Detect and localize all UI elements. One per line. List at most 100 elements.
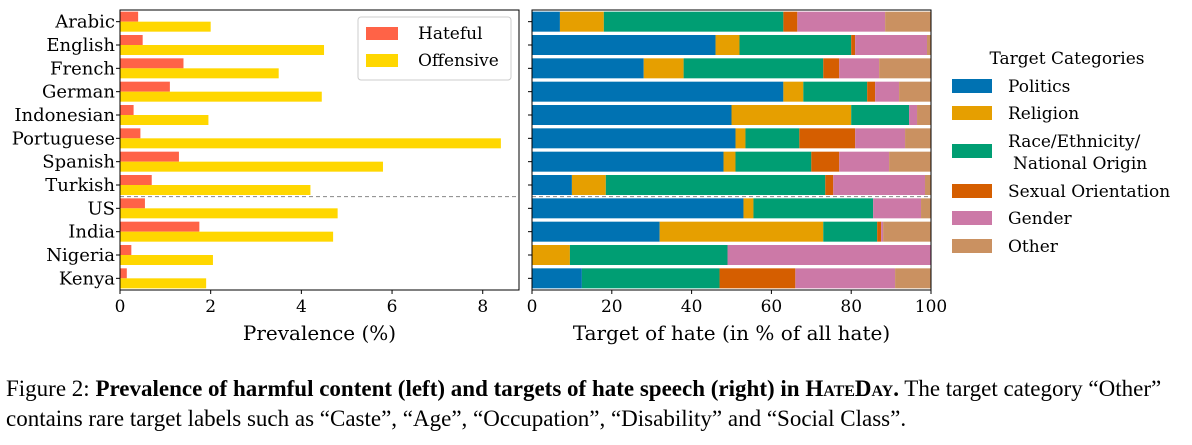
bar-offensive-indonesian	[120, 115, 209, 125]
bar-politics-portuguese	[532, 128, 736, 149]
bar-other-us	[921, 198, 931, 219]
y-tick-label-spanish: Spanish	[42, 152, 115, 173]
x-tick-label: 60	[761, 297, 783, 317]
bar-race-ethnicity-national-origin-spanish	[735, 151, 812, 172]
bar-religion-nigeria	[532, 245, 570, 265]
bar-other-indonesian	[917, 105, 931, 125]
legend-swatch-religion	[952, 106, 992, 120]
legend-label-religion: Religion	[1008, 104, 1079, 124]
bar-gender-portuguese	[855, 128, 906, 149]
bar-politics-german	[532, 81, 784, 102]
plot-frame	[119, 9, 520, 291]
bar-hateful-turkish	[120, 175, 152, 185]
bar-hateful-arabic	[120, 11, 139, 22]
legend-label-offensive: Offensive	[418, 51, 499, 71]
x-tick-label: 2	[205, 297, 216, 317]
bar-sexual-orientation-english	[851, 35, 856, 55]
bar-religion-india	[659, 221, 824, 242]
y-tick-label-french: French	[50, 58, 115, 79]
x-tick-label: 0	[527, 297, 538, 317]
bar-offensive-french	[120, 68, 279, 79]
bar-race-ethnicity-national-origin-turkish	[605, 175, 826, 195]
bar-other-spanish	[889, 151, 931, 172]
bar-offensive-english	[120, 45, 325, 55]
y-tick-label-portuguese: Portuguese	[12, 128, 115, 149]
legend-label-line: National Origin	[1013, 154, 1147, 174]
bar-race-ethnicity-national-origin-german	[803, 81, 868, 102]
bar-gender-spanish	[839, 151, 890, 172]
caption-bold: Prevalence of harmful content (left) and…	[95, 376, 806, 401]
x-tick-label: 4	[296, 297, 307, 317]
bar-offensive-turkish	[120, 185, 311, 195]
bar-sexual-orientation-german	[867, 81, 876, 102]
bar-religion-french	[643, 58, 684, 79]
bar-offensive-arabic	[120, 21, 211, 32]
legend-title: Target Categories	[990, 49, 1145, 69]
bar-gender-french	[839, 58, 880, 79]
bar-offensive-india	[120, 231, 334, 242]
bar-religion-spanish	[723, 151, 736, 172]
bar-sexual-orientation-arabic	[783, 11, 798, 32]
legend-label-other: Other	[1008, 237, 1059, 257]
bar-politics-english	[532, 35, 716, 55]
bar-race-ethnicity-national-origin-us	[753, 198, 874, 219]
bar-sexual-orientation-turkish	[825, 175, 834, 195]
bar-gender-german	[875, 81, 900, 102]
bar-race-ethnicity-national-origin-french	[683, 58, 824, 79]
caption-bold-end: .	[893, 376, 899, 401]
bar-politics-indonesian	[532, 105, 732, 125]
legend-label-sexual-orientation: Sexual Orientation	[1008, 182, 1170, 202]
x-tick-label: 8	[477, 297, 488, 317]
bar-offensive-kenya	[120, 278, 207, 289]
bar-gender-india	[881, 221, 884, 242]
bar-gender-english	[855, 35, 928, 55]
bar-religion-portuguese	[735, 128, 746, 149]
bar-other-german	[899, 81, 931, 102]
y-tick-label-india: India	[68, 222, 115, 243]
legend-label-hateful: Hateful	[418, 24, 483, 44]
bar-race-ethnicity-national-origin-arabic	[603, 11, 784, 32]
bar-sexual-orientation-french	[823, 58, 840, 79]
bar-gender-kenya	[795, 268, 896, 289]
bar-hateful-indonesian	[120, 105, 134, 115]
legend-label-line: Race/Ethnicity/	[1008, 132, 1141, 152]
bar-religion-arabic	[559, 11, 604, 32]
bar-hateful-german	[120, 81, 170, 92]
caption-smallcaps: HateDay	[805, 376, 894, 401]
caption-rest: The target category “Other” contains rar…	[6, 376, 1162, 431]
x-tick-label: 6	[387, 297, 398, 317]
bar-hateful-spanish	[120, 151, 179, 162]
bar-other-french	[879, 58, 931, 79]
y-tick-label-us: US	[87, 198, 115, 219]
bar-sexual-orientation-india	[877, 221, 882, 242]
bar-race-ethnicity-national-origin-nigeria	[569, 245, 728, 265]
target-categories-legend: Target Categories Politics Religion Race/Et…	[952, 49, 1170, 257]
bar-race-ethnicity-national-origin-english	[739, 35, 852, 55]
bar-politics-turkish	[532, 175, 572, 195]
legend-swatch-gender	[952, 211, 992, 225]
bar-hateful-nigeria	[120, 245, 132, 255]
bar-religion-german	[783, 81, 804, 102]
x-tick-label: 80	[840, 297, 862, 317]
bar-other-kenya	[895, 268, 931, 289]
plot-frame	[531, 9, 932, 291]
bar-gender-us	[873, 198, 922, 219]
bar-politics-arabic	[532, 11, 560, 32]
bar-sexual-orientation-portuguese	[799, 128, 856, 149]
bar-race-ethnicity-national-origin-kenya	[581, 268, 720, 289]
bar-other-india	[883, 221, 931, 242]
bar-religion-english	[715, 35, 740, 55]
y-tick-label-turkish: Turkish	[45, 175, 115, 196]
bar-politics-french	[532, 58, 644, 79]
bar-other-english	[927, 35, 931, 55]
legend-swatch-hateful	[366, 27, 398, 40]
legend-swatch-other	[952, 239, 992, 253]
bar-other-portuguese	[905, 128, 931, 149]
bar-offensive-spanish	[120, 161, 383, 172]
bar-hateful-portuguese	[120, 128, 141, 139]
bar-politics-spanish	[532, 151, 724, 172]
bar-offensive-us	[120, 208, 338, 219]
x-tick-label: 0	[115, 297, 126, 317]
bar-gender-turkish	[833, 175, 926, 195]
